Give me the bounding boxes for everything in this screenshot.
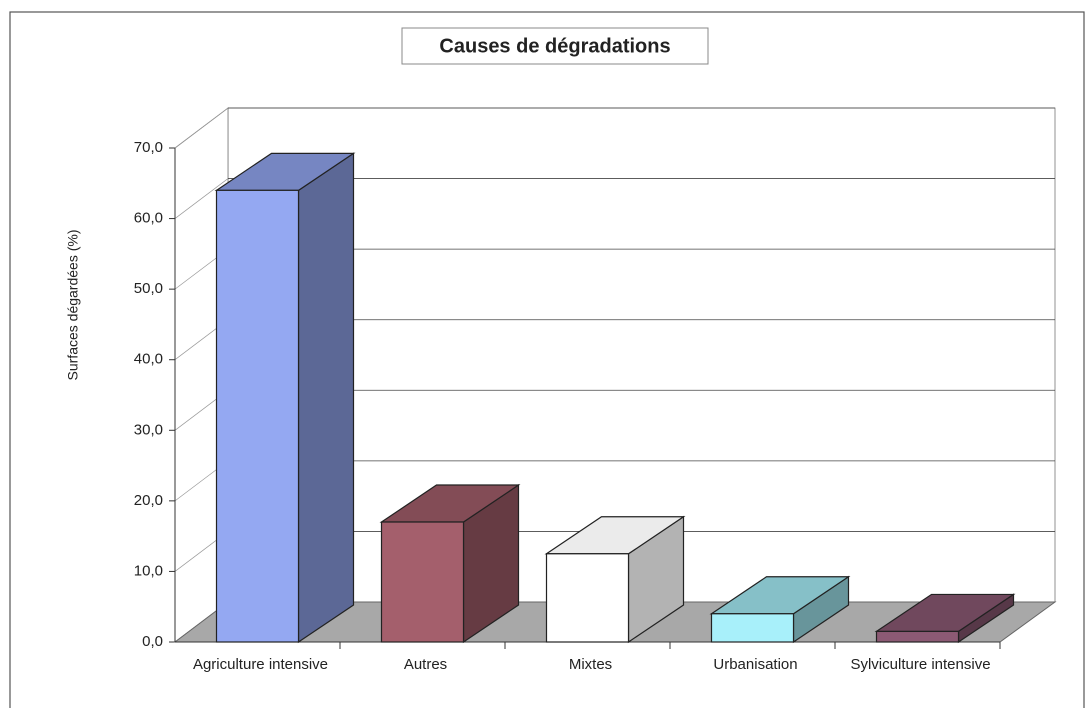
y-tick-label: 0,0 — [142, 633, 163, 650]
y-tick-label: 60,0 — [134, 210, 163, 227]
x-tick-label: Urbanisation — [713, 656, 798, 673]
y-tick-label: 30,0 — [134, 421, 163, 438]
y-axis-label: Surfaces dégardées (%) — [65, 230, 81, 381]
x-tick-label: Agriculture intensive — [192, 656, 329, 673]
bar — [545, 553, 630, 643]
y-tick-label: 20,0 — [134, 492, 163, 509]
y-tick-label: 50,0 — [134, 280, 163, 297]
bar — [380, 521, 465, 643]
bar — [710, 613, 795, 643]
bar — [215, 189, 300, 643]
grid-line-side — [174, 107, 229, 149]
y-tick-label: 40,0 — [134, 351, 163, 368]
y-tick-label: 70,0 — [134, 139, 163, 156]
bar — [875, 630, 960, 643]
chart-frame — [9, 11, 1085, 708]
y-tick-label: 10,0 — [134, 562, 163, 579]
title-box — [401, 27, 709, 65]
grid-line-side — [174, 178, 229, 219]
x-tick-label: Autres — [403, 656, 448, 673]
chart-title: Causes de dégradations — [439, 35, 670, 57]
x-tick-label: Mixtes — [568, 656, 613, 673]
bar-side — [297, 152, 355, 644]
x-tick-label: Sylviculture intensive — [850, 656, 991, 673]
